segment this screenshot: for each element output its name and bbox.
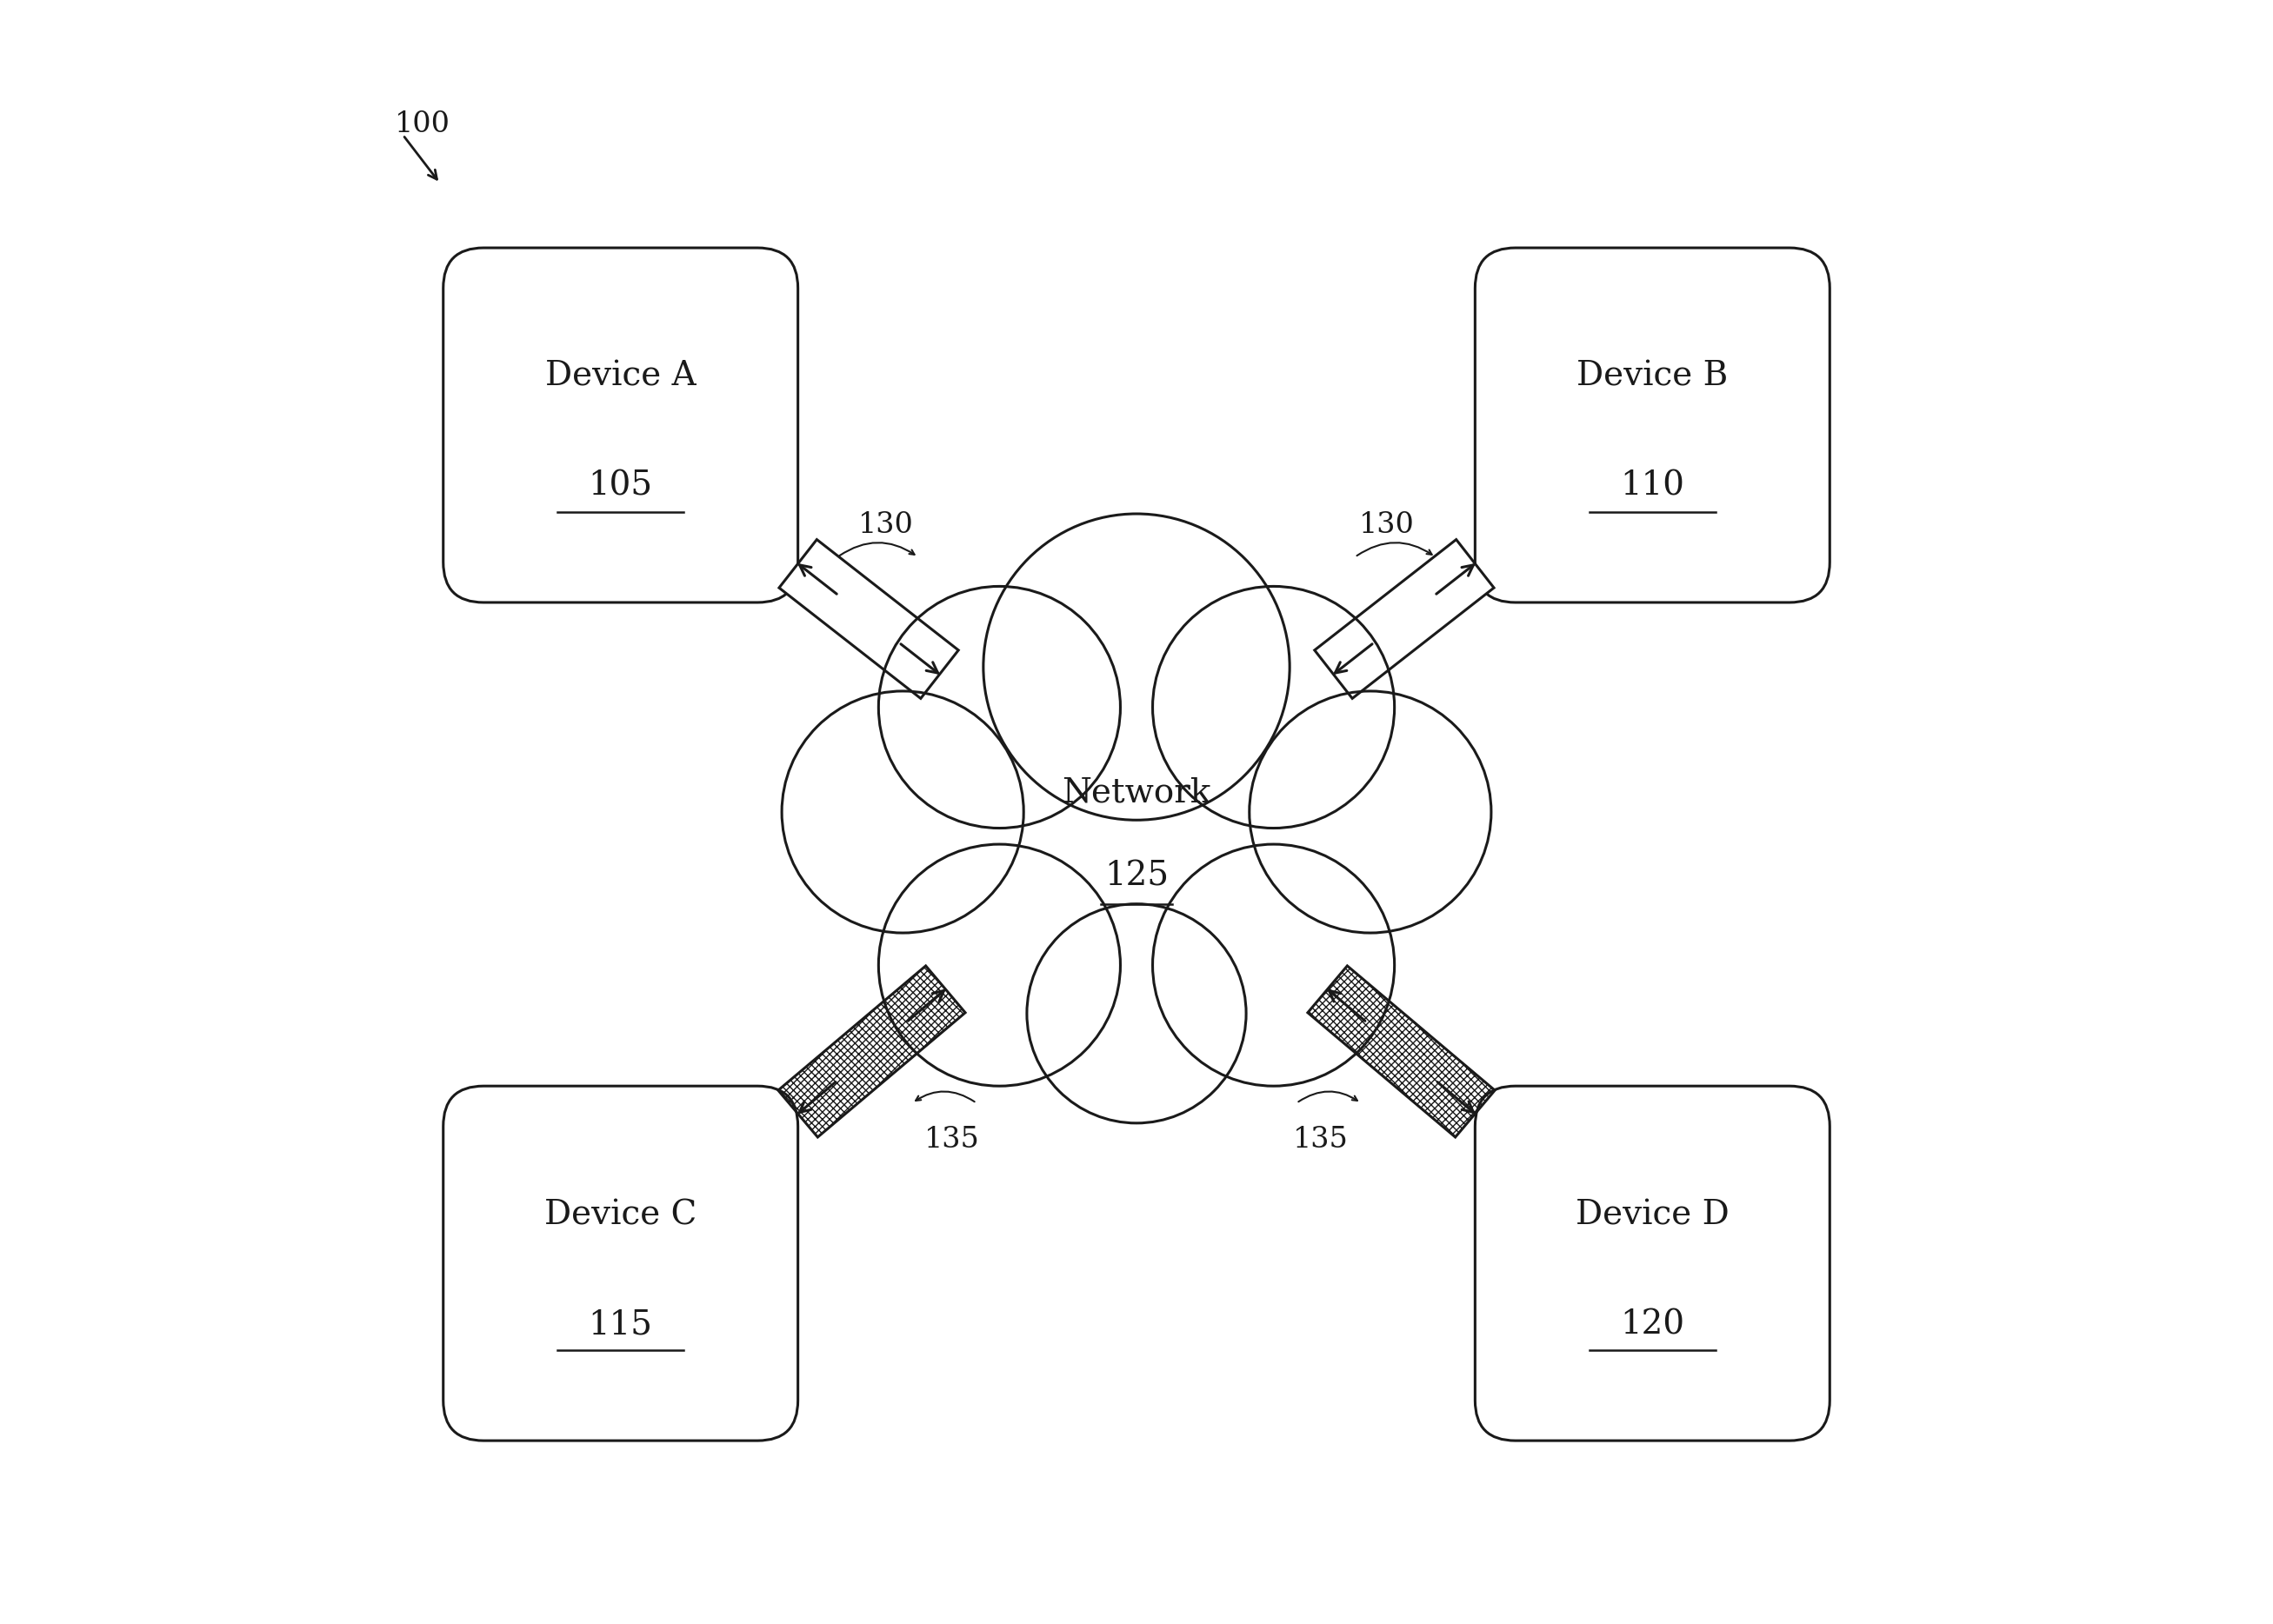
Text: 100: 100 (396, 110, 450, 138)
FancyBboxPatch shape (1475, 1086, 1830, 1440)
Text: Device D: Device D (1575, 1199, 1730, 1231)
Text: 130: 130 (859, 512, 914, 539)
Text: 120: 120 (1621, 1309, 1684, 1341)
FancyBboxPatch shape (1475, 248, 1830, 603)
Text: 110: 110 (1621, 471, 1684, 502)
Text: Device B: Device B (1577, 361, 1727, 393)
Text: Device A: Device A (546, 361, 696, 393)
FancyBboxPatch shape (443, 1086, 798, 1440)
Text: Device C: Device C (546, 1199, 698, 1231)
Text: 105: 105 (589, 471, 652, 502)
Polygon shape (1314, 539, 1493, 698)
Text: Network: Network (1061, 776, 1212, 809)
Text: 135: 135 (925, 1125, 980, 1155)
Text: 125: 125 (1105, 861, 1168, 893)
Text: 130: 130 (1359, 512, 1414, 539)
FancyBboxPatch shape (443, 248, 798, 603)
Polygon shape (780, 539, 959, 698)
Text: 115: 115 (589, 1309, 652, 1341)
Text: 135: 135 (1293, 1125, 1348, 1155)
